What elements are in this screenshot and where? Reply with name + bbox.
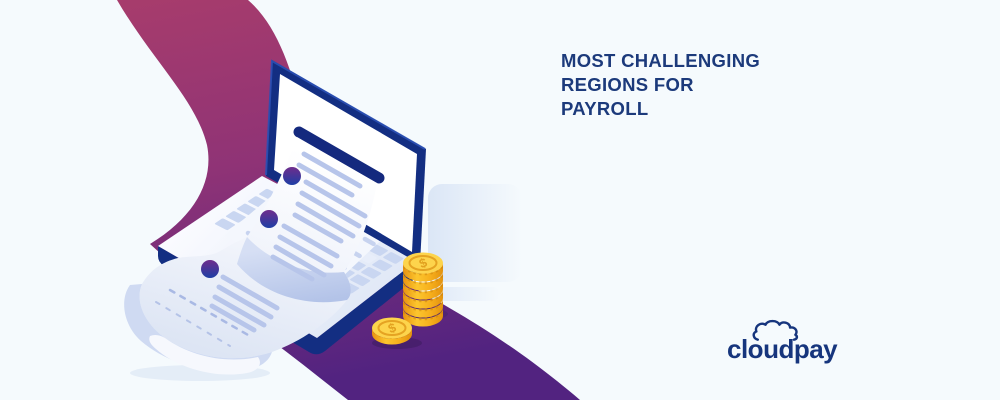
logo-text: cloudpay [727, 334, 838, 364]
coin-stack-icon: $ [402, 252, 448, 327]
cloudpay-logo: cloudpay [727, 319, 857, 367]
printer-slot [293, 126, 385, 184]
cloud-icon [752, 319, 799, 341]
headline: MOST CHALLENGING REGIONS FOR PAYROLL [561, 49, 760, 121]
headline-line-3: PAYROLL [561, 98, 649, 119]
perforation-dashes [155, 288, 250, 347]
dollar-coin-icon: $ [372, 317, 422, 349]
soft-backdrop [428, 184, 522, 301]
laptop-base-rim [158, 246, 420, 355]
paper-curl-tail [149, 334, 260, 375]
receipt-paper [124, 126, 385, 375]
bullet-dots [201, 167, 301, 278]
paper-text-lines [209, 151, 368, 333]
headline-line-1: MOST CHALLENGING [561, 50, 761, 71]
headline-line-2: REGIONS FOR [561, 74, 694, 95]
